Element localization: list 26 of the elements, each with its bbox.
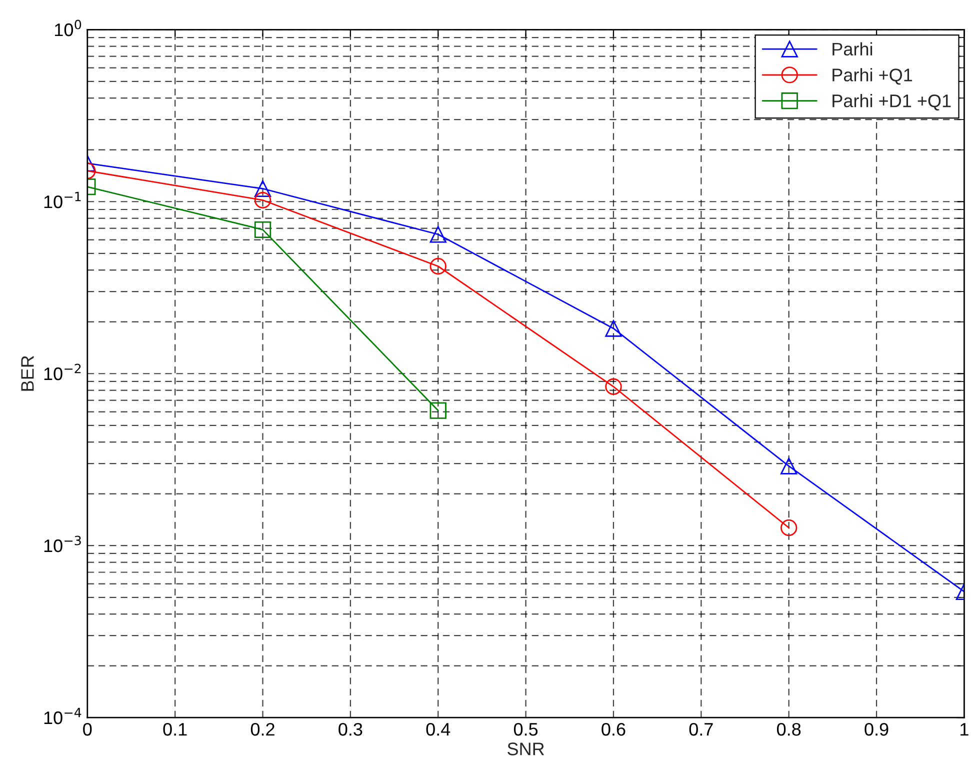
x-tick-label: 0 — [83, 722, 92, 736]
y-tick-label: 10$^{−3}$ — [44, 536, 81, 552]
x-tick-label: 0.9 — [864, 722, 888, 736]
point — [430, 402, 446, 419]
x-tick-label: 0.3 — [338, 722, 362, 736]
x-tick-label: 0.7 — [689, 722, 713, 736]
x-tick-label: 0.4 — [426, 722, 450, 736]
x-tick-label: 0.8 — [776, 722, 801, 736]
y-tick-label: 10$^{0}$ — [55, 20, 82, 36]
legend-label: Parhi — [832, 42, 872, 56]
y-tick-label: 10$^{−1}$ — [44, 192, 81, 208]
point — [430, 226, 446, 243]
y-tick-label: 10$^{−4}$ — [44, 708, 82, 724]
x-tick-label: 1 — [960, 723, 968, 736]
y-axis-title: BER — [21, 356, 34, 391]
legend-label: Parhi +D1 +Q1 — [832, 94, 951, 110]
legend-label: Parhi +Q1 — [832, 68, 912, 85]
point — [430, 258, 446, 275]
point — [605, 378, 622, 395]
x-tick-label: 0.1 — [163, 722, 187, 736]
x-tick-label: 0.5 — [514, 722, 538, 736]
x-axis-title: SNR — [508, 742, 544, 756]
x-tick-label: 0.2 — [250, 722, 274, 736]
point — [605, 320, 622, 337]
x-tick-label: 0.6 — [602, 722, 626, 736]
y-tick-label: 10$^{−2}$ — [44, 364, 81, 380]
